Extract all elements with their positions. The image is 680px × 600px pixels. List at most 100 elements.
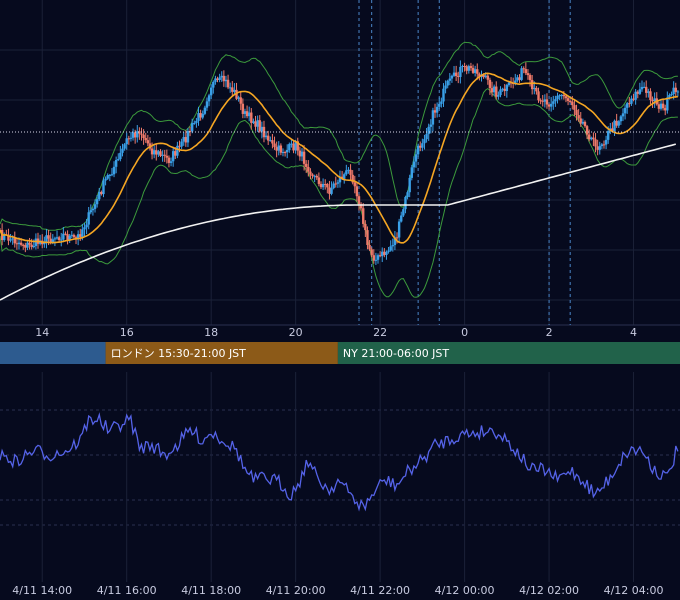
candle-body (492, 86, 496, 93)
candle-body (7, 234, 10, 241)
candle-body (400, 215, 403, 222)
candle-body (438, 103, 441, 107)
candle-body (383, 251, 386, 255)
candle-body (537, 91, 540, 101)
candle-body (150, 148, 154, 155)
candle-body (452, 72, 456, 76)
candle-body (256, 120, 259, 127)
x-axis-top: 14 16 18 20 22 0 2 4 (35, 326, 637, 339)
candle-body (632, 98, 635, 100)
candle-body (55, 237, 59, 239)
candle-body (226, 79, 230, 88)
candle-body (266, 135, 270, 141)
x-tick-label-bottom: 4/12 00:00 (435, 584, 495, 597)
candle-body (600, 144, 604, 147)
candle-body (300, 151, 304, 157)
candle-body (292, 143, 295, 151)
candle-body (505, 85, 509, 92)
candle-body (653, 98, 656, 102)
candle-body (247, 112, 251, 117)
candle-body (178, 145, 181, 147)
candle-body (309, 171, 312, 175)
candle-body (554, 99, 557, 102)
candle-body (621, 113, 625, 117)
candle-body (376, 255, 380, 260)
x-tick-label-bottom: 4/12 02:00 (519, 584, 579, 597)
candle-body (585, 126, 589, 135)
candle-body (203, 107, 207, 114)
candle-body (374, 259, 378, 261)
candle-body (351, 174, 354, 183)
candle-body (288, 144, 291, 150)
candle-body (70, 234, 74, 236)
candle-body (121, 148, 124, 153)
candle-body (313, 175, 316, 177)
candle-body (602, 144, 606, 146)
candle-body (161, 154, 164, 156)
candle-body (478, 73, 481, 77)
session-newyork (337, 342, 680, 364)
candle-body (579, 118, 582, 124)
candle-body (258, 120, 261, 132)
candle-body (499, 89, 502, 96)
candle-body (364, 223, 367, 231)
candle-body (543, 99, 547, 102)
candle-body (368, 244, 371, 250)
candle-body (117, 159, 120, 161)
candle-body (129, 137, 133, 139)
session-label-newyork: NY 21:00-06:00 JST (343, 347, 450, 360)
session-london (105, 342, 338, 364)
candle-body (89, 210, 93, 213)
candle-body (119, 152, 122, 160)
candle-body (626, 103, 629, 108)
candle-body (547, 104, 551, 107)
candle-body (564, 96, 568, 99)
candle-body (431, 110, 435, 125)
candle-body (419, 145, 422, 148)
candle-body (575, 109, 578, 116)
candle-body (642, 86, 646, 88)
candle-body (366, 230, 369, 245)
candle-body (442, 88, 445, 102)
candle-body (108, 174, 112, 176)
candle-body (397, 221, 401, 238)
candle-body (630, 98, 633, 104)
candle-body (102, 180, 105, 195)
candle-body (404, 197, 407, 210)
candle-body (661, 103, 665, 109)
candle-body (345, 170, 348, 175)
moving-averages (0, 72, 678, 301)
grid (0, 0, 680, 582)
candle-body (433, 110, 437, 113)
candle-body (530, 80, 534, 90)
candle-body (62, 233, 65, 240)
candle-body (587, 134, 591, 140)
candle-body (235, 89, 238, 99)
candle-body (427, 126, 430, 135)
candle-body (617, 121, 620, 126)
candle-body (590, 137, 593, 140)
candle-body (127, 138, 131, 140)
candle-body (214, 78, 217, 82)
candle-body (657, 104, 661, 109)
x-tick-label-bottom: 4/12 04:00 (604, 584, 664, 597)
candle-body (34, 238, 38, 246)
candle-body (283, 152, 287, 154)
candle-body (140, 133, 143, 135)
candle-body (26, 242, 29, 248)
candle-body (558, 95, 561, 97)
candle-body (528, 75, 532, 81)
candle-body (577, 115, 580, 119)
candle-body (45, 235, 48, 243)
candle-body (146, 140, 150, 144)
candle-body (298, 150, 302, 157)
candle-body (473, 69, 477, 73)
candle-body (444, 85, 447, 89)
candle-body (245, 111, 249, 117)
candle-body (416, 145, 420, 155)
candle-body (347, 169, 350, 171)
candle-body (81, 229, 84, 237)
candle-body (216, 78, 219, 80)
candle-body (381, 251, 384, 257)
candle-body (264, 135, 268, 138)
